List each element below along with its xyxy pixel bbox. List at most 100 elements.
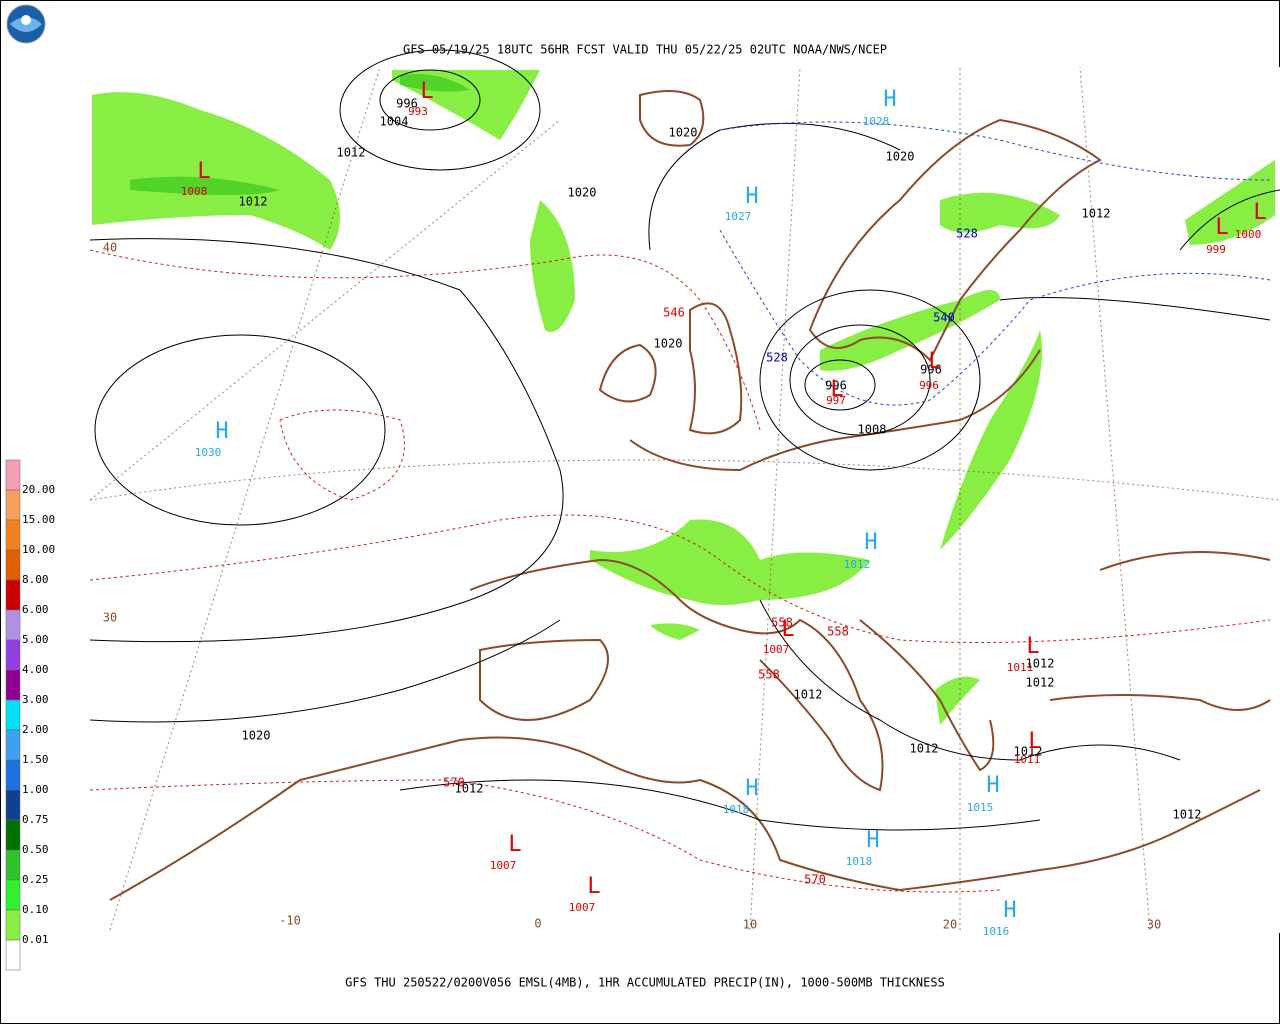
center-symbol: L	[1253, 200, 1266, 225]
center-value: 1008	[181, 185, 208, 198]
thickness-label: 570	[443, 776, 465, 790]
legend-swatch	[5, 459, 21, 491]
thickness-label: 558	[827, 625, 849, 639]
center-symbol: L	[197, 159, 210, 184]
legend-label: 0.10	[22, 903, 49, 916]
legend-swatch	[5, 669, 21, 701]
isobar-label: 1008	[858, 423, 887, 437]
center-value: 1016	[983, 925, 1010, 938]
center-symbol: L	[1215, 215, 1228, 240]
center-value: 997	[826, 394, 846, 407]
thickness-label: 558	[771, 616, 793, 630]
isobar-label: 996	[396, 97, 418, 111]
graticule-label: 30	[103, 611, 117, 625]
isobar-label: 1012	[1026, 676, 1055, 690]
isobar-label: 1012	[910, 742, 939, 756]
graticule-label: 0	[534, 917, 541, 931]
center-value: 1007	[763, 643, 790, 656]
legend-swatch	[5, 939, 21, 971]
isobar-label: 1020	[669, 126, 698, 140]
legend-swatch	[5, 609, 21, 641]
center-symbol: L	[830, 377, 843, 402]
center-value: 1000	[1235, 228, 1262, 241]
legend-label: 0.01	[22, 933, 49, 946]
center-value: 1030	[195, 446, 222, 459]
center-symbol: H	[866, 828, 879, 853]
thickness-contours	[89, 249, 1271, 893]
isobar-label: 1004	[380, 115, 409, 129]
legend-label: 3.00	[22, 693, 49, 706]
isobar-label: 1020	[886, 150, 915, 164]
legend-swatch	[5, 789, 21, 821]
legend-swatch	[5, 519, 21, 551]
graticule-label: 10	[743, 918, 757, 932]
thickness-label: 528	[956, 227, 978, 241]
center-symbol: H	[215, 419, 228, 444]
noaa-logo	[6, 4, 46, 44]
center-symbol: L	[1028, 729, 1041, 754]
isobars	[89, 49, 1280, 831]
legend-swatch	[5, 699, 21, 731]
center-value: 1007	[490, 859, 517, 872]
center-value: 996	[919, 379, 939, 392]
thickness-contours-cold	[719, 121, 1271, 406]
legend-swatch	[5, 879, 21, 911]
legend-label: 0.25	[22, 873, 49, 886]
center-value: 1015	[967, 801, 994, 814]
isobar-label: 996	[920, 363, 942, 377]
center-symbol: H	[986, 773, 999, 798]
center-symbol: L	[508, 832, 521, 857]
center-value: 1027	[725, 210, 752, 223]
legend-swatch	[5, 849, 21, 881]
legend-label: 2.00	[22, 723, 49, 736]
thickness-label: 570	[804, 873, 826, 887]
center-symbol: H	[883, 87, 896, 112]
graticule	[89, 66, 1280, 931]
graticule-label: 20	[943, 918, 957, 932]
center-value: 1018	[723, 803, 750, 816]
title: GFS 05/19/25 18UTC 56HR FCST VALID THU 0…	[403, 43, 887, 57]
legend-swatch	[5, 639, 21, 671]
legend-label: 0.75	[22, 813, 49, 826]
center-value: 1018	[846, 855, 873, 868]
legend-swatch	[5, 729, 21, 761]
isobar-label: 1012	[239, 195, 268, 209]
legend-swatch	[5, 549, 21, 581]
legend-label: 10.00	[22, 543, 55, 556]
footer-caption: GFS THU 250522/0200V056 EMSL(4MB), 1HR A…	[345, 976, 945, 990]
center-symbol: H	[745, 184, 758, 209]
center-symbol: L	[781, 617, 794, 642]
center-value: 999	[1206, 243, 1226, 256]
legend-label: 6.00	[22, 603, 49, 616]
isobar-label: 1012	[1173, 808, 1202, 822]
coastline	[109, 90, 1271, 901]
precip-core	[130, 74, 470, 195]
isobar-label: 1020	[242, 729, 271, 743]
center-value: 993	[408, 105, 428, 118]
center-symbol: L	[587, 874, 600, 899]
legend-label: 1.50	[22, 753, 49, 766]
center-value: 1011	[1014, 753, 1041, 766]
legend-label: 1.00	[22, 783, 49, 796]
legend-swatch	[5, 759, 21, 791]
center-symbol: L	[928, 349, 941, 374]
thickness-label: 558	[758, 668, 780, 682]
legend-label: 8.00	[22, 573, 49, 586]
legend-swatch	[5, 489, 21, 521]
center-value: 1011	[1007, 661, 1034, 674]
isobar-label: 1012	[455, 782, 484, 796]
legend-label: 0.50	[22, 843, 49, 856]
isobar-label: 1020	[568, 186, 597, 200]
isobar-label: 1012	[794, 688, 823, 702]
thickness-label: 546	[663, 306, 685, 320]
isobar-label: 996	[825, 379, 847, 393]
map-labels: 9961004101210121020102010201012102099610…	[103, 79, 1267, 938]
map-area: 9961004101210121020102010201012102099610…	[89, 49, 1280, 938]
legend-label: 5.00	[22, 633, 49, 646]
isobar-label: 1020	[654, 337, 683, 351]
center-symbol: H	[864, 530, 877, 555]
legend-swatch	[5, 909, 21, 941]
center-value: 1028	[863, 115, 890, 128]
legend-swatch	[5, 579, 21, 611]
isobar-label: 1012	[1026, 657, 1055, 671]
